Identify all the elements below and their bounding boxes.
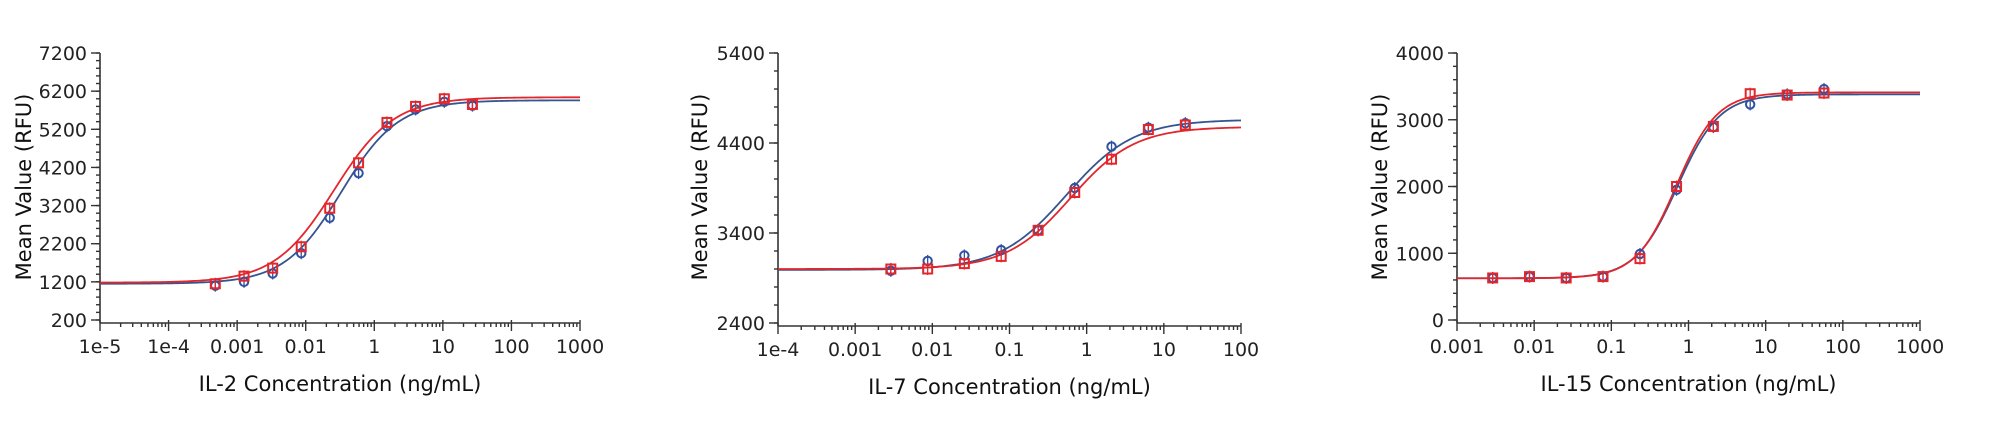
- data-point-red: [1781, 89, 1793, 101]
- data-point-red: [438, 93, 450, 105]
- data-point-red: [1106, 153, 1118, 165]
- chart-il15: 0 1000 2000 3000 4000 0.001 0.01 0.1 1 10 100 1000 I…: [1368, 43, 1944, 396]
- x-axis-title: IL-15 Concentration (ng/mL): [1541, 372, 1837, 396]
- data-point-red: [958, 258, 970, 270]
- data-point-red: [1179, 119, 1191, 131]
- fit-curve-blue: [1457, 93, 1920, 280]
- y-axis-title: Mean Value (RFU): [1368, 94, 1392, 281]
- data-point-red: [295, 241, 307, 253]
- data-point-red: [410, 100, 422, 112]
- x-tick-label: 1: [368, 336, 380, 358]
- fit-curve-red: [777, 126, 1242, 270]
- x-tick-label: 0.1: [994, 339, 1024, 361]
- x-tick-label: 0.001: [1430, 336, 1484, 358]
- y-tick-label: 6200: [39, 81, 87, 103]
- data-point-red: [466, 98, 478, 110]
- fit-curve-blue: [99, 99, 580, 285]
- data-point-blue: [353, 167, 364, 179]
- data-point-red: [381, 116, 393, 128]
- y-tick-label: 1000: [1396, 243, 1444, 265]
- y-tick-label: 2200: [39, 234, 87, 256]
- data-point-blue: [1744, 99, 1756, 110]
- data-point-red: [1487, 272, 1499, 284]
- data-point-red: [1707, 120, 1719, 132]
- data-point-red: [1069, 187, 1081, 198]
- y-tick-label: 3400: [717, 223, 765, 245]
- chart-il2: 200 1200 2200 3200 4200 5200 6200 7200 1e-5 1e-4 0…: [12, 43, 604, 396]
- y-tick-label: 3200: [39, 196, 87, 218]
- data-point-red: [995, 250, 1007, 262]
- data-point-red: [1560, 272, 1572, 284]
- x-tick-label: 0.001: [210, 336, 264, 358]
- x-axis-title: IL-7 Concentration (ng/mL): [868, 375, 1151, 399]
- data-point-red: [324, 202, 336, 214]
- data-point-red: [353, 157, 365, 169]
- fit-curve-red: [1457, 91, 1920, 280]
- y-tick-label: 5200: [39, 119, 87, 141]
- x-tick-label: 1: [1081, 339, 1093, 361]
- x-tick-label: 100: [1223, 339, 1259, 361]
- y-tick-label: 2400: [717, 313, 765, 335]
- data-point-red: [1744, 88, 1756, 100]
- data-point-red: [238, 270, 250, 282]
- x-tick-label: 100: [1825, 336, 1861, 358]
- x-tick-label: 1e-5: [79, 336, 122, 358]
- y-tick-label: 7200: [39, 43, 87, 65]
- chart-il7: 2400 3400 4400 5400 1e-4 0.001 0.01 0.1 1 10 100 IL…: [688, 43, 1259, 399]
- x-tick-label: 10: [1754, 336, 1778, 358]
- data-point-red: [1142, 124, 1154, 135]
- y-tick-label: 4200: [39, 157, 87, 179]
- x-tick-label: 1e-4: [147, 336, 190, 358]
- x-tick-label: 1000: [1896, 336, 1944, 358]
- data-point-red: [922, 263, 934, 275]
- data-point-red: [1818, 87, 1830, 99]
- y-tick-label: 5400: [717, 43, 765, 65]
- data-point-red: [1634, 253, 1646, 265]
- x-tick-label: 0.001: [828, 339, 882, 361]
- data-point-red: [1597, 271, 1609, 283]
- y-tick-label: 3000: [1396, 110, 1444, 132]
- x-tick-label: 0.1: [1596, 336, 1626, 358]
- x-tick-label: 1: [1682, 336, 1694, 358]
- fit-curve-red: [99, 96, 581, 284]
- y-tick-label: 200: [51, 310, 87, 332]
- y-axis-title: Mean Value (RFU): [688, 94, 712, 281]
- x-tick-label: 0.01: [285, 336, 327, 358]
- y-tick-label: 2000: [1396, 177, 1444, 199]
- x-tick-label: 1e-4: [757, 339, 800, 361]
- x-tick-label: 10: [431, 336, 455, 358]
- x-tick-label: 0.01: [1513, 336, 1555, 358]
- data-point-red: [209, 278, 221, 290]
- data-point-red: [1032, 224, 1044, 236]
- y-axis-title: Mean Value (RFU): [12, 94, 36, 281]
- fit-curve-blue: [778, 119, 1242, 271]
- x-tick-label: 1000: [556, 336, 604, 358]
- data-point-blue: [1106, 141, 1117, 152]
- x-axis-title: IL-2 Concentration (ng/mL): [199, 372, 482, 396]
- data-point-red: [885, 263, 897, 275]
- y-tick-label: 0: [1432, 310, 1444, 332]
- data-point-red: [1671, 181, 1683, 192]
- x-tick-label: 0.01: [911, 339, 953, 361]
- y-tick-label: 1200: [39, 272, 87, 294]
- data-point-red: [1523, 271, 1535, 283]
- x-tick-label: 10: [1152, 339, 1176, 361]
- y-tick-label: 4000: [1396, 43, 1444, 65]
- y-tick-label: 4400: [717, 133, 765, 155]
- x-tick-label: 100: [493, 336, 529, 358]
- data-point-red: [267, 262, 279, 274]
